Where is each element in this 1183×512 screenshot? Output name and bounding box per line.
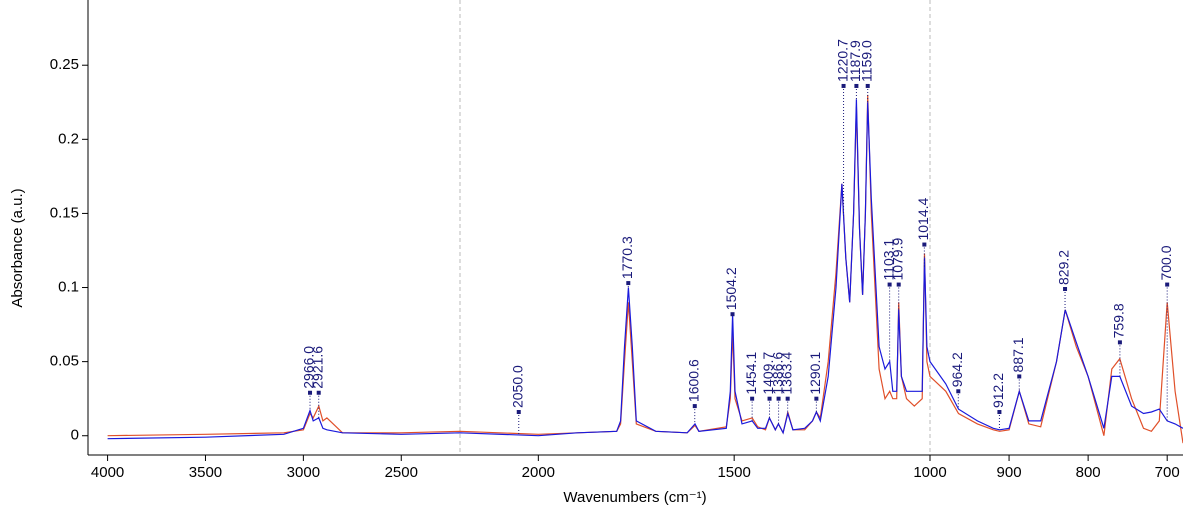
y-tick-label: 0.2 [58,130,79,147]
x-tick-label: 3000 [287,464,320,481]
y-tick-label: 0 [71,427,79,444]
peak-label: 2966.0 [301,346,317,389]
peak-label: 700.0 [1158,245,1174,280]
peak-marker [1017,374,1022,379]
x-tick-label: 1500 [717,464,750,481]
peak-marker [922,242,927,247]
peak-marker [516,410,521,415]
x-tick-label: 900 [997,464,1022,481]
x-tick-label: 800 [1076,464,1101,481]
peak-label: 2050.0 [509,365,525,408]
peak-label: 1504.2 [723,267,739,310]
peak-label: 1014.4 [915,198,931,241]
peak-label: 1187.9 [847,40,863,82]
peak-marker [1063,287,1068,292]
y-tick-label: 0.25 [50,56,79,73]
peak-marker [750,396,755,401]
peak-marker [692,404,697,409]
peak-label: 887.1 [1010,337,1026,372]
peak-marker [316,390,321,395]
x-axis-label: Wavenumbers (cm⁻¹) [563,489,706,506]
peak-label: 1290.1 [807,352,823,395]
x-tick-label: 1000 [913,464,946,481]
peak-label: 2921.6 [309,346,325,389]
peak-marker [730,312,735,317]
peak-label: 1363.4 [778,352,794,395]
peak-marker [887,282,892,287]
peak-marker [776,396,781,401]
peak-marker [854,83,859,88]
peak-label: 1770.3 [619,236,635,279]
peak-label: 1409.7 [760,352,776,395]
peak-label: 759.8 [1111,303,1127,338]
peak-marker [308,390,313,395]
x-tick-label: 2500 [385,464,418,481]
y-axis-label: Absorbance (a.u.) [9,188,26,307]
peak-label: 1159.0 [858,40,874,82]
peak-label: 1600.6 [685,359,701,402]
peak-marker [626,281,631,286]
peak-marker [865,83,870,88]
peak-label: 1454.1 [743,352,759,395]
x-tick-label: 3500 [189,464,222,481]
x-tick-label: 4000 [91,464,124,481]
y-tick-label: 0.1 [58,278,79,295]
y-tick-label: 0.05 [50,353,79,370]
peak-marker [896,282,901,287]
spectrum-line [107,94,1183,444]
x-tick-label: 2000 [522,464,555,481]
peak-marker [1117,340,1122,345]
peak-label: 1079.9 [889,238,905,281]
peak-marker [814,396,819,401]
peak-label: 964.2 [949,352,965,387]
x-tick-label: 700 [1155,464,1180,481]
y-tick-label: 0.15 [50,204,79,221]
spectrum-line [107,99,1183,440]
peak-label: 1386.6 [769,352,785,395]
peak-label: 1103.1 [880,239,896,281]
peak-label: 829.2 [1056,250,1072,285]
peak-marker [956,389,961,394]
peak-label: 912.2 [990,373,1006,408]
peak-marker [997,410,1002,415]
peak-marker [841,83,846,88]
peak-marker [767,396,772,401]
peak-label: 1220.7 [834,39,850,82]
peak-marker [1165,282,1170,287]
peak-marker [785,396,790,401]
